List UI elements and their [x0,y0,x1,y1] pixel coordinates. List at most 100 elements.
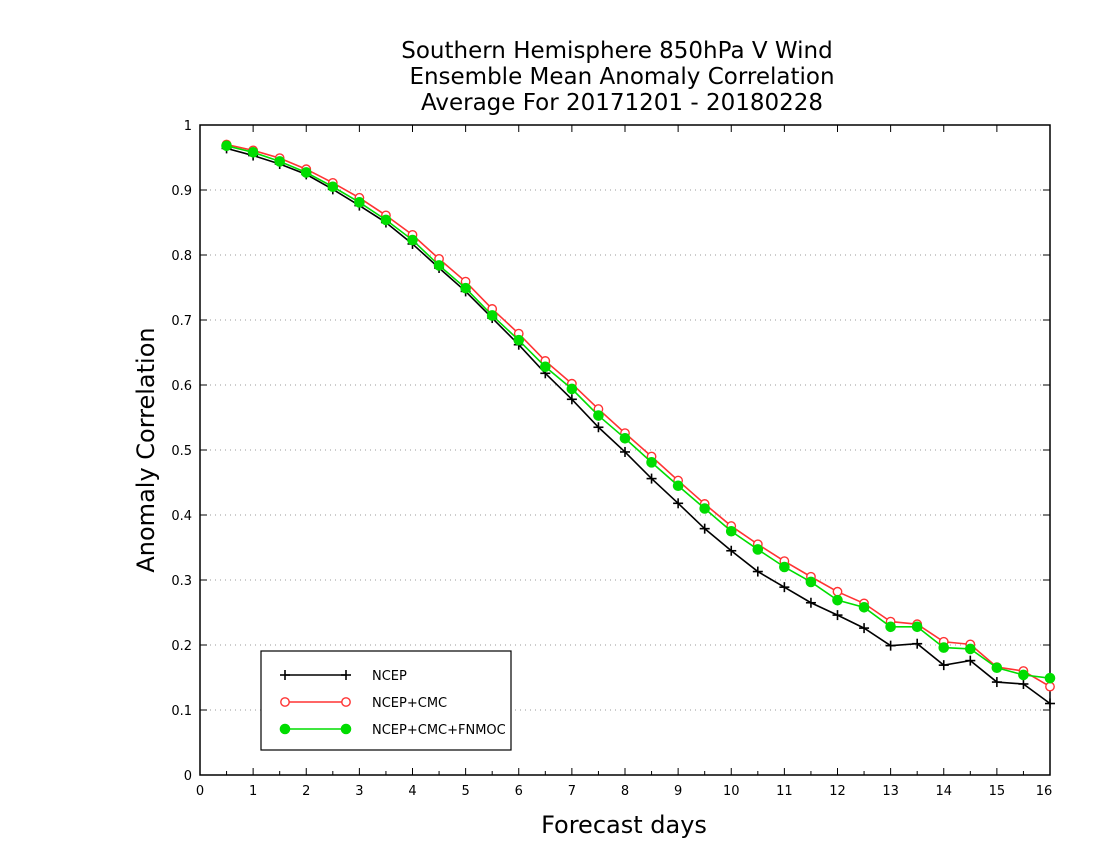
legend-marker [340,723,352,735]
series-line-ncep-cmc-fnmoc [226,145,1051,679]
data-point [699,523,710,534]
x-tick-label: 7 [568,784,576,799]
y-tick-label: 0.9 [171,184,192,199]
data-point [858,602,870,613]
series-ncep [221,143,1055,709]
data-point [1044,672,1056,684]
data-point [1045,681,1055,692]
data-point [699,503,710,514]
data-point [832,586,843,597]
x-tick-label: 12 [829,784,846,799]
data-point [646,473,657,484]
y-tick-label: 0.7 [171,314,192,329]
data-point [1045,698,1055,709]
series-line-ncep [226,147,1051,705]
data-point [725,525,737,537]
series-line-ncep-cmc [226,143,1051,688]
x-tick-label: 5 [461,784,469,799]
data-point [805,597,816,608]
x-tick-label: 6 [515,784,523,799]
data-point [859,623,870,634]
data-point [433,260,445,271]
data-point [938,660,949,671]
data-point [620,446,630,457]
data-point [380,214,392,226]
legend-marker [280,697,290,707]
data-point [832,594,843,606]
data-point [407,234,418,246]
x-tick-label: 4 [408,784,416,799]
series-ncep-cmc [221,139,1055,692]
data-point [1018,679,1029,689]
legend-marker [341,697,351,707]
chart-title-line-1: Southern Hemisphere 850hPa V Wind [401,38,832,64]
data-point [593,422,604,433]
y-tick-label: 0.1 [171,704,192,719]
data-point [752,566,763,577]
legend-label: NCEP+CMC [372,696,447,711]
legend-entry-ncep-cmc-fnmoc: NCEP+CMC+FNMOC [279,723,506,738]
x-tick-label: 3 [355,784,363,799]
legend-box [260,650,512,751]
x-tick-label: 8 [621,784,629,799]
y-tick-label: 0.6 [171,379,192,394]
data-point [1018,669,1029,681]
chart-title-line-2: Ensemble Mean Anomaly Correlation [409,64,834,90]
x-tick-label: 16 [1036,784,1053,799]
data-point [912,638,923,649]
y-axis-label: Anomaly Correlation [132,327,160,572]
data-point [486,310,498,321]
data-point [752,544,764,555]
data-point [327,181,339,193]
x-tick-label: 9 [674,784,682,799]
data-point [991,662,1003,674]
x-tick-label: 13 [882,784,899,799]
y-tick-label: 0 [184,769,192,784]
legend-marker [280,670,290,680]
y-tick-label: 0.4 [171,509,192,524]
data-point [593,410,604,421]
data-point [566,394,577,405]
x-tick-label: 0 [196,784,204,799]
y-tick-label: 0.2 [171,639,192,654]
chart-title-line-3: Average For 20171201 - 20180228 [421,90,823,116]
legend-entry-ncep: NCEP [280,669,407,684]
data-point [965,643,976,655]
data-point [354,197,365,208]
x-tick-label: 2 [302,784,310,799]
x-tick-label: 14 [935,784,952,799]
data-point [513,334,525,346]
data-point [911,621,923,633]
data-point [885,640,896,651]
data-point [779,561,790,573]
y-tick-label: 1 [184,119,192,134]
series-ncep-cmc-fnmoc [221,140,1056,684]
data-point [274,156,285,167]
data-point [460,282,471,294]
data-point [779,582,790,593]
data-point [965,655,976,666]
data-point [938,642,950,653]
data-point [832,610,843,621]
legend-marker [279,723,291,735]
data-point [646,457,657,468]
x-axis-label: Forecast days [541,811,707,839]
legend-label: NCEP+CMC+FNMOC [372,723,506,738]
y-tick-label: 0.5 [171,444,192,459]
x-tick-label: 1 [249,784,257,799]
x-tick-label: 10 [723,784,740,799]
data-point [247,147,259,158]
legend: NCEP NCEP+CMC NCEP+CMC+FNMOC [260,650,512,751]
data-point [672,480,684,492]
legend-label: NCEP [372,669,407,684]
chart-title: Southern Hemisphere 850hPa V Wind Ensemb… [401,38,834,116]
x-tick-label: 11 [776,784,793,799]
legend-entry-ncep-cmc: NCEP+CMC [280,696,447,711]
data-point [221,140,232,152]
data-point [885,621,896,633]
data-point [566,383,578,395]
series-layer [221,139,1056,709]
axis-ticks: 0 1 2 3 4 5 6 7 8 9 10 11 12 13 14 15 1600.10.20.30.40.5… [171,119,1052,799]
data-point [726,545,737,556]
